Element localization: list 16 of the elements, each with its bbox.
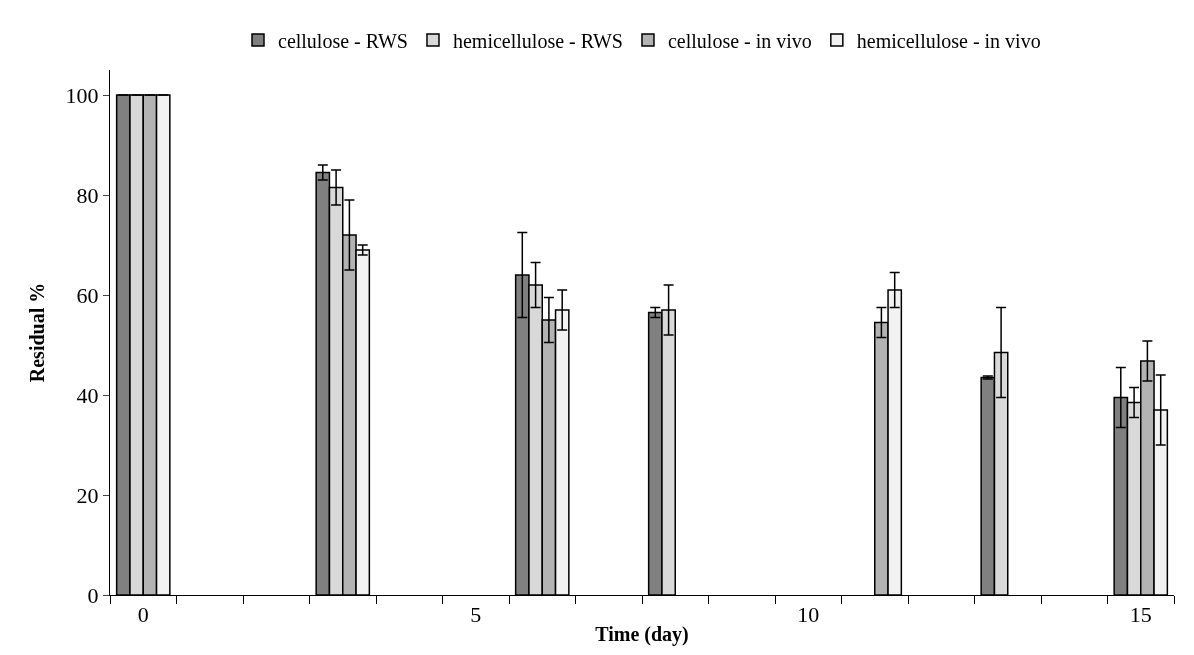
legend-label: cellulose - in vivo xyxy=(667,29,812,52)
y-tick-label: 40 xyxy=(76,382,99,408)
x-tick-label: 10 xyxy=(797,602,820,628)
x-tick-label: 15 xyxy=(1129,602,1152,628)
y-tick-label: 80 xyxy=(76,182,99,208)
y-tick-label: 20 xyxy=(76,482,99,508)
y-axis-title: Residual % xyxy=(26,282,49,383)
x-tick-label: 0 xyxy=(137,602,149,628)
legend-label: cellulose - RWS xyxy=(278,29,408,52)
y-tick-label: 60 xyxy=(76,282,99,308)
y-tick-label: 0 xyxy=(87,582,99,608)
y-tick-label: 100 xyxy=(65,82,99,108)
x-axis-title: Time (day) xyxy=(595,622,689,646)
legend-label: hemicellulose - in vivo xyxy=(856,29,1041,52)
legend-label: hemicellulose - RWS xyxy=(452,29,623,52)
x-tick-label: 5 xyxy=(470,602,482,628)
